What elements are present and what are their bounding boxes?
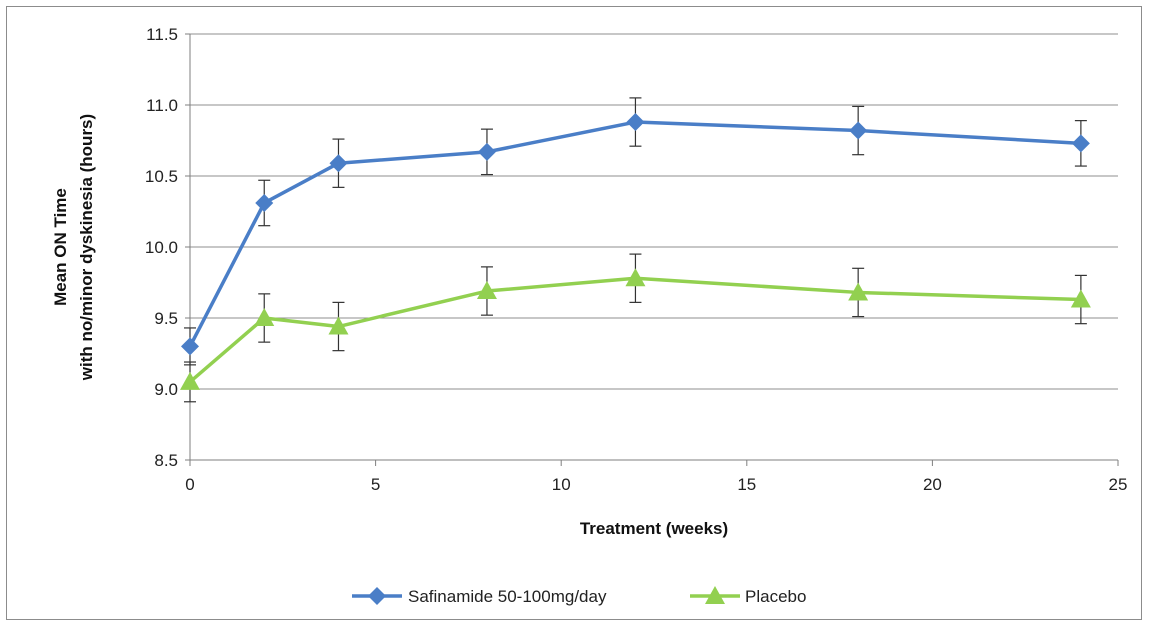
x-tick-label: 0	[185, 475, 194, 494]
data-point-diamond	[329, 154, 348, 173]
y-tick-label: 11.0	[146, 96, 178, 115]
series-group	[180, 97, 1091, 403]
gridlines	[190, 33, 1118, 461]
data-point-diamond	[626, 113, 645, 132]
data-point-triangle	[180, 371, 200, 390]
data-point-diamond	[368, 587, 386, 605]
data-point-diamond	[849, 121, 868, 140]
y-axis-title-line-2: with no/minor dyskinesia (hours)	[77, 114, 96, 381]
legend: Safinamide 50-100mg/day Placebo	[352, 586, 806, 606]
y-tick-label: 9.0	[154, 380, 178, 399]
series-line	[188, 120, 1081, 348]
data-point-triangle	[254, 308, 275, 326]
y-tick-label: 11.5	[146, 25, 178, 44]
data-point-diamond	[477, 142, 496, 161]
data-point-triangle	[848, 282, 869, 301]
data-point-triangle	[705, 586, 725, 604]
data-point-triangle	[328, 316, 349, 335]
legend-item-1: Placebo	[690, 586, 806, 606]
data-point-diamond	[255, 193, 274, 212]
x-tick-label: 25	[1109, 475, 1128, 494]
x-tick-label: 10	[552, 475, 571, 494]
y-tick-label: 9.5	[154, 309, 178, 328]
y-tick-label: 8.5	[154, 451, 178, 470]
x-axis-title: Treatment (weeks)	[580, 519, 728, 538]
y-axis-title-line-1: Mean ON Time	[51, 188, 70, 306]
data-point-diamond	[1071, 134, 1090, 153]
series-0	[181, 97, 1090, 366]
x-tick-label: 20	[923, 475, 942, 494]
data-point-triangle	[625, 268, 646, 287]
series-1	[180, 253, 1091, 403]
y-tick-label: 10.0	[145, 238, 178, 257]
legend-item-0: Safinamide 50-100mg/day	[352, 587, 607, 606]
x-tick-label: 5	[371, 475, 380, 494]
data-point-diamond	[181, 337, 199, 356]
legend-label: Safinamide 50-100mg/day	[408, 587, 607, 606]
y-tick-label: 10.5	[145, 167, 178, 186]
legend-label: Placebo	[745, 587, 806, 606]
data-point-triangle	[476, 281, 497, 300]
axes: 8.5 9.0 9.5 10.0 10.5 11.0 11.5 0 5 10 15 20 25	[145, 25, 1128, 494]
x-tick-label: 15	[737, 475, 756, 494]
data-point-triangle	[1070, 289, 1091, 308]
chart-frame	[6, 6, 1142, 620]
